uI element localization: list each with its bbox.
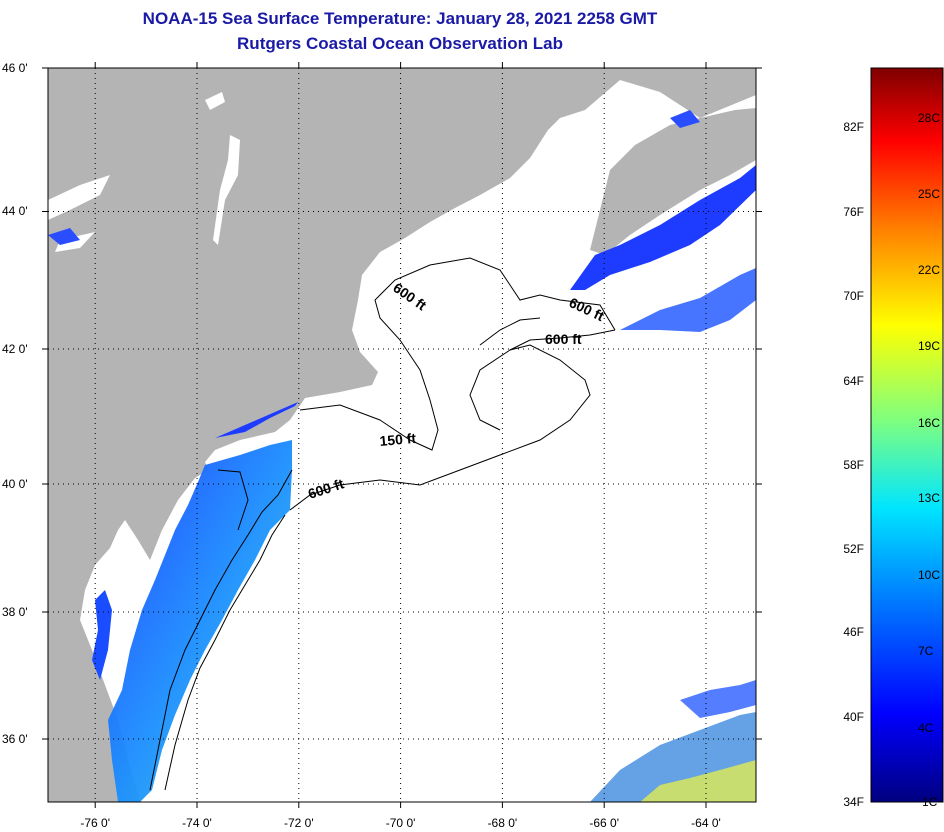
colorbar-label-82f: 82F [843, 120, 864, 134]
sst-lake-ontario [48, 228, 80, 245]
lon-label-76: -76 0' [80, 816, 110, 830]
lon-label-72: -72 0' [284, 816, 314, 830]
land-nova-scotia [590, 108, 756, 255]
map-subtitle: Rutgers Coastal Ocean Observation Lab [237, 34, 563, 53]
colorbar-label-58f: 58F [843, 458, 864, 472]
colorbar-label-22c: 22C [918, 263, 940, 277]
lat-label-42: 42 0' [2, 342, 28, 356]
sst-gulf-stream-patch [680, 680, 756, 718]
sst-gulf-stream-warm [640, 760, 756, 802]
colorbar-label-46f: 46F [843, 625, 864, 639]
colorbar-label-25c: 25C [918, 187, 940, 201]
contour-label-150: 150 ft [379, 430, 417, 449]
axis-ticks [42, 62, 762, 808]
colorbar-label-10c: 10C [918, 568, 940, 582]
colorbar-label-1c: 1C [922, 795, 938, 809]
colorbar-label-13c: 13C [918, 491, 940, 505]
sst-bay-of-fundy [570, 165, 756, 290]
lon-label-74: -74 0' [182, 816, 212, 830]
colorbar-label-7c: 7C [918, 644, 934, 658]
lon-label-68: -68 0' [488, 816, 518, 830]
colorbar-label-64f: 64F [843, 374, 864, 388]
colorbar-label-70f: 70F [843, 289, 864, 303]
lat-label-40: 40 0' [2, 477, 28, 491]
land-long-island [210, 398, 300, 440]
map-title: NOAA-15 Sea Surface Temperature: January… [142, 9, 658, 28]
bathymetry-contours [149, 257, 616, 791]
colorbar-label-40f: 40F [843, 710, 864, 724]
colorbar-label-28c: 28C [918, 111, 940, 125]
colorbar-label-19c: 19C [918, 339, 940, 353]
contour-label-600-georges: 600 ft [545, 331, 582, 347]
lat-label-38: 38 0' [2, 605, 28, 619]
lat-label-44: 44 0' [2, 204, 28, 218]
colorbar-label-34f: 34F [843, 795, 864, 809]
colorbar-label-52f: 52F [843, 542, 864, 556]
inland-lakes [48, 92, 240, 252]
lon-label-70: -70 0' [386, 816, 416, 830]
colorbar-label-4c: 4C [918, 721, 934, 735]
lon-label-66: -66 0' [589, 816, 619, 830]
lat-label-46: 46 0' [2, 61, 28, 75]
sst-scotian-shelf [620, 268, 756, 332]
sst-chesapeake [92, 590, 112, 680]
graticule [48, 68, 756, 802]
map-frame [47, 67, 757, 803]
lon-label-64: -64 0' [691, 816, 721, 830]
colorbar [870, 67, 944, 803]
land-mainland [48, 68, 756, 802]
lat-label-36: 36 0' [2, 732, 28, 746]
colorbar-label-76f: 76F [843, 205, 864, 219]
sst-gulf-of-maine-patch [670, 110, 700, 128]
colorbar-label-16c: 16C [918, 416, 940, 430]
map-area: 600 ft 600 ft 600 ft 150 ft 600 ft [48, 68, 756, 802]
